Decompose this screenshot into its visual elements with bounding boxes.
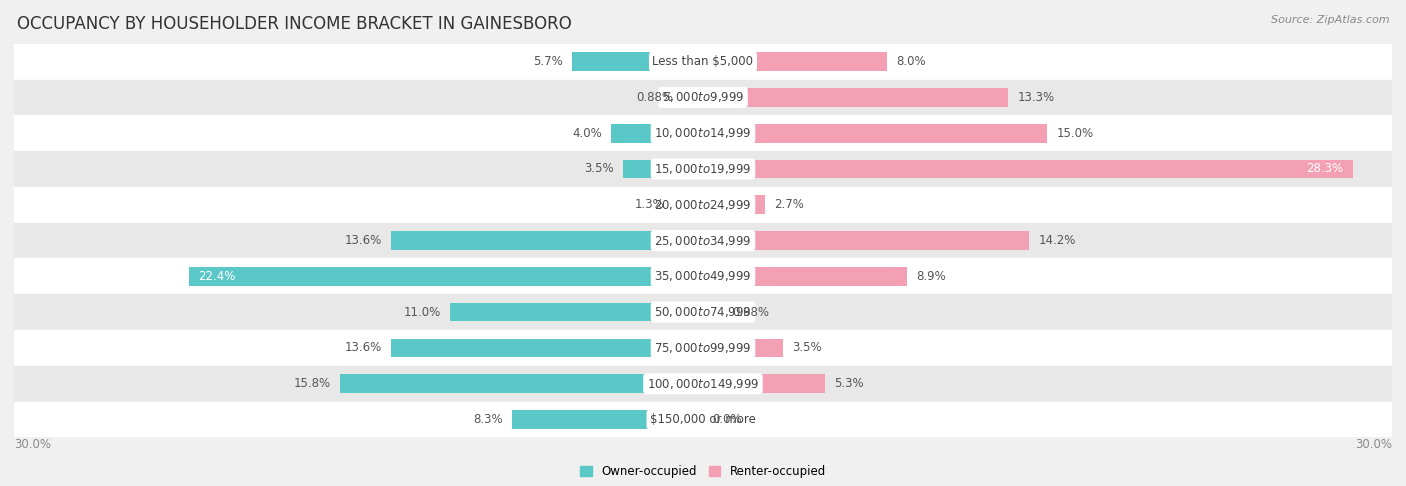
Text: 11.0%: 11.0% bbox=[404, 306, 441, 319]
Text: 15.8%: 15.8% bbox=[294, 377, 330, 390]
Bar bbox=[14, 151, 1392, 187]
Bar bbox=[14, 44, 1392, 80]
Bar bbox=[450, 303, 703, 321]
Bar bbox=[14, 223, 1392, 259]
Text: Source: ZipAtlas.com: Source: ZipAtlas.com bbox=[1271, 15, 1389, 25]
Bar bbox=[673, 195, 703, 214]
Bar bbox=[14, 80, 1392, 115]
Bar bbox=[14, 330, 1392, 366]
Bar bbox=[188, 267, 703, 286]
Bar bbox=[14, 401, 1392, 437]
Bar bbox=[14, 187, 1392, 223]
Bar bbox=[703, 231, 1029, 250]
Bar bbox=[703, 267, 907, 286]
Text: 8.9%: 8.9% bbox=[917, 270, 946, 283]
Bar bbox=[703, 124, 1047, 142]
Bar bbox=[340, 374, 703, 393]
Text: $25,000 to $34,999: $25,000 to $34,999 bbox=[654, 234, 752, 247]
Bar bbox=[14, 294, 1392, 330]
Text: 5.7%: 5.7% bbox=[533, 55, 562, 68]
Text: 30.0%: 30.0% bbox=[14, 438, 51, 451]
Bar bbox=[623, 160, 703, 178]
Text: $150,000 or more: $150,000 or more bbox=[650, 413, 756, 426]
Bar bbox=[703, 303, 723, 321]
Bar bbox=[14, 115, 1392, 151]
Text: 0.0%: 0.0% bbox=[713, 413, 742, 426]
Text: 15.0%: 15.0% bbox=[1057, 127, 1094, 139]
Bar bbox=[703, 52, 887, 71]
Bar bbox=[703, 374, 825, 393]
Text: 13.6%: 13.6% bbox=[344, 234, 381, 247]
Text: 3.5%: 3.5% bbox=[793, 342, 823, 354]
Text: 4.0%: 4.0% bbox=[572, 127, 602, 139]
Text: $50,000 to $74,999: $50,000 to $74,999 bbox=[654, 305, 752, 319]
Text: 30.0%: 30.0% bbox=[1355, 438, 1392, 451]
Text: $100,000 to $149,999: $100,000 to $149,999 bbox=[647, 377, 759, 391]
Bar bbox=[703, 160, 1353, 178]
Text: 0.88%: 0.88% bbox=[733, 306, 769, 319]
Text: 0.88%: 0.88% bbox=[637, 91, 673, 104]
Bar bbox=[391, 339, 703, 357]
Text: 8.3%: 8.3% bbox=[474, 413, 503, 426]
Bar bbox=[512, 410, 703, 429]
Text: 22.4%: 22.4% bbox=[198, 270, 235, 283]
Text: 28.3%: 28.3% bbox=[1306, 162, 1344, 175]
Bar bbox=[703, 195, 765, 214]
Bar bbox=[703, 88, 1008, 107]
Legend: Owner-occupied, Renter-occupied: Owner-occupied, Renter-occupied bbox=[575, 460, 831, 483]
Text: $10,000 to $14,999: $10,000 to $14,999 bbox=[654, 126, 752, 140]
Bar bbox=[391, 231, 703, 250]
Text: $20,000 to $24,999: $20,000 to $24,999 bbox=[654, 198, 752, 212]
Bar bbox=[14, 259, 1392, 294]
Bar bbox=[572, 52, 703, 71]
Text: 5.3%: 5.3% bbox=[834, 377, 863, 390]
Text: OCCUPANCY BY HOUSEHOLDER INCOME BRACKET IN GAINESBORO: OCCUPANCY BY HOUSEHOLDER INCOME BRACKET … bbox=[17, 15, 572, 33]
Text: 8.0%: 8.0% bbox=[896, 55, 925, 68]
Text: 14.2%: 14.2% bbox=[1038, 234, 1076, 247]
Bar bbox=[683, 88, 703, 107]
Text: $15,000 to $19,999: $15,000 to $19,999 bbox=[654, 162, 752, 176]
Text: 3.5%: 3.5% bbox=[583, 162, 613, 175]
Text: 2.7%: 2.7% bbox=[775, 198, 804, 211]
Text: 1.3%: 1.3% bbox=[634, 198, 664, 211]
Bar bbox=[612, 124, 703, 142]
Bar bbox=[703, 339, 783, 357]
Bar bbox=[14, 366, 1392, 401]
Text: 13.6%: 13.6% bbox=[344, 342, 381, 354]
Text: $75,000 to $99,999: $75,000 to $99,999 bbox=[654, 341, 752, 355]
Text: $35,000 to $49,999: $35,000 to $49,999 bbox=[654, 269, 752, 283]
Text: 13.3%: 13.3% bbox=[1018, 91, 1054, 104]
Text: Less than $5,000: Less than $5,000 bbox=[652, 55, 754, 68]
Text: $5,000 to $9,999: $5,000 to $9,999 bbox=[662, 90, 744, 104]
